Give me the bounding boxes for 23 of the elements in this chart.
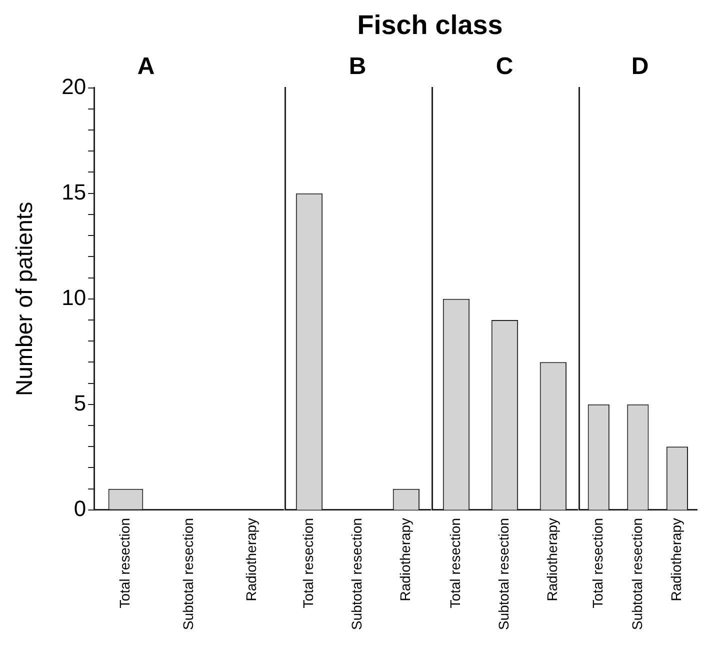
x-tick-label: Subtotal resection <box>628 518 645 630</box>
text: Fisch class <box>356 10 504 41</box>
x-tick-label: Subtotal resection <box>496 518 512 630</box>
chart-title: C <box>496 53 514 80</box>
x-tick-label: Subtotal resection <box>180 518 196 630</box>
x-tick-label: Total resection <box>447 518 464 608</box>
x-tick-label: Total resection <box>116 518 133 608</box>
y-tick-label: 5 <box>74 390 86 416</box>
x-tick-label: Subtotal resection <box>348 518 365 630</box>
x-tick-label: Radiotherapy <box>243 518 260 602</box>
chart-title: D <box>631 53 649 80</box>
chart-title: A <box>137 53 155 80</box>
y-tick-label: 15 <box>62 179 86 204</box>
y-tick-label: 20 <box>62 74 86 99</box>
y-tick-label: 10 <box>62 284 86 310</box>
x-tick-label: Radiotherapy <box>544 518 560 602</box>
x-tick-label: Total resection <box>590 518 606 608</box>
x-tick-label: Radiotherapy <box>668 518 684 602</box>
y-tick-label: 0 <box>74 496 86 521</box>
x-tick-label: Total resection <box>300 518 316 608</box>
chart-title: B <box>348 53 366 80</box>
y-axis-title: Number of patients <box>11 202 38 396</box>
x-tick-label: Radiotherapy <box>397 518 414 602</box>
